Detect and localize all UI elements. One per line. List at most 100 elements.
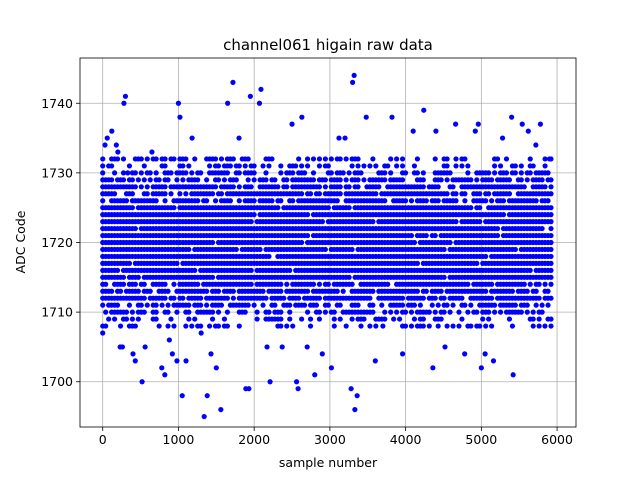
data-point xyxy=(209,309,216,315)
data-point xyxy=(402,198,409,204)
data-point xyxy=(548,239,554,246)
data-point xyxy=(382,177,388,183)
data-point xyxy=(465,281,471,287)
data-point xyxy=(284,281,290,287)
data-point xyxy=(465,309,471,315)
data-point xyxy=(524,288,530,294)
data-point xyxy=(355,156,361,162)
data-point xyxy=(257,246,263,253)
data-point xyxy=(263,177,269,183)
data-point xyxy=(189,135,195,141)
data-point xyxy=(186,309,192,315)
data-point xyxy=(420,295,426,301)
data-point xyxy=(141,295,147,301)
data-point xyxy=(100,198,106,204)
data-point xyxy=(248,267,254,273)
data-point xyxy=(304,212,311,218)
data-point xyxy=(162,184,168,190)
data-point xyxy=(472,128,478,134)
data-point xyxy=(162,156,168,162)
data-point xyxy=(518,170,524,176)
data-point xyxy=(477,191,483,197)
data-point xyxy=(438,316,444,322)
data-point xyxy=(104,135,110,141)
data-point xyxy=(337,302,343,308)
data-point xyxy=(144,184,150,190)
data-point xyxy=(302,302,308,308)
data-point xyxy=(129,205,136,211)
data-point xyxy=(177,114,183,120)
data-point xyxy=(492,170,498,176)
data-point xyxy=(162,198,168,204)
data-point xyxy=(414,170,421,176)
y-tick-label: 1700 xyxy=(41,374,73,389)
data-point xyxy=(129,316,136,322)
data-point xyxy=(293,163,299,169)
data-point xyxy=(198,302,204,308)
data-point xyxy=(267,379,273,385)
data-point xyxy=(120,170,127,176)
data-point xyxy=(465,163,471,169)
data-point xyxy=(233,246,239,253)
data-point xyxy=(322,246,328,253)
data-point xyxy=(373,191,379,197)
data-point xyxy=(218,406,224,413)
data-point xyxy=(192,267,198,273)
data-point xyxy=(475,121,481,127)
data-point xyxy=(350,79,356,85)
data-point xyxy=(346,184,352,190)
data-point xyxy=(379,302,385,308)
data-point xyxy=(132,225,138,232)
data-point xyxy=(486,309,492,315)
data-point xyxy=(453,198,459,204)
data-point xyxy=(453,156,459,162)
y-tick-label: 1740 xyxy=(41,96,73,111)
data-point xyxy=(251,212,257,218)
y-axis-label: ADC Code xyxy=(13,210,28,273)
data-point xyxy=(248,281,254,287)
data-point xyxy=(310,281,317,287)
data-point xyxy=(293,379,300,385)
data-point xyxy=(316,163,323,169)
data-point xyxy=(162,163,168,169)
data-point xyxy=(509,288,516,294)
data-point xyxy=(204,393,210,399)
data-point xyxy=(456,309,462,315)
data-point xyxy=(248,184,254,190)
data-point xyxy=(441,246,447,253)
data-point xyxy=(132,170,138,176)
data-point xyxy=(310,156,317,162)
data-point xyxy=(509,114,515,120)
data-point xyxy=(287,302,293,308)
data-point xyxy=(304,163,311,169)
data-point xyxy=(447,309,453,315)
data-point xyxy=(494,225,501,232)
data-point xyxy=(251,198,257,204)
data-point xyxy=(304,288,311,294)
data-point xyxy=(189,323,195,329)
data-point xyxy=(287,309,293,315)
data-point xyxy=(459,295,465,301)
data-point xyxy=(153,156,159,162)
data-point xyxy=(195,281,201,287)
data-point xyxy=(348,386,354,392)
data-point xyxy=(171,295,177,301)
data-point xyxy=(489,323,495,329)
data-point xyxy=(198,330,204,336)
data-point xyxy=(316,281,323,287)
data-point xyxy=(408,309,415,315)
data-point xyxy=(432,295,438,301)
data-point xyxy=(307,316,314,322)
data-point xyxy=(483,288,489,294)
data-point xyxy=(411,163,418,169)
data-point xyxy=(192,156,198,162)
data-point xyxy=(278,309,284,315)
axis-ticks: 0 1000 2000 3000 4000 5000 6000 1700 1710 1720 173… xyxy=(41,96,573,447)
data-point xyxy=(430,365,436,371)
data-point xyxy=(269,198,275,204)
data-point xyxy=(548,246,554,253)
data-point xyxy=(385,163,391,169)
data-point xyxy=(230,184,236,190)
data-point xyxy=(462,156,468,162)
